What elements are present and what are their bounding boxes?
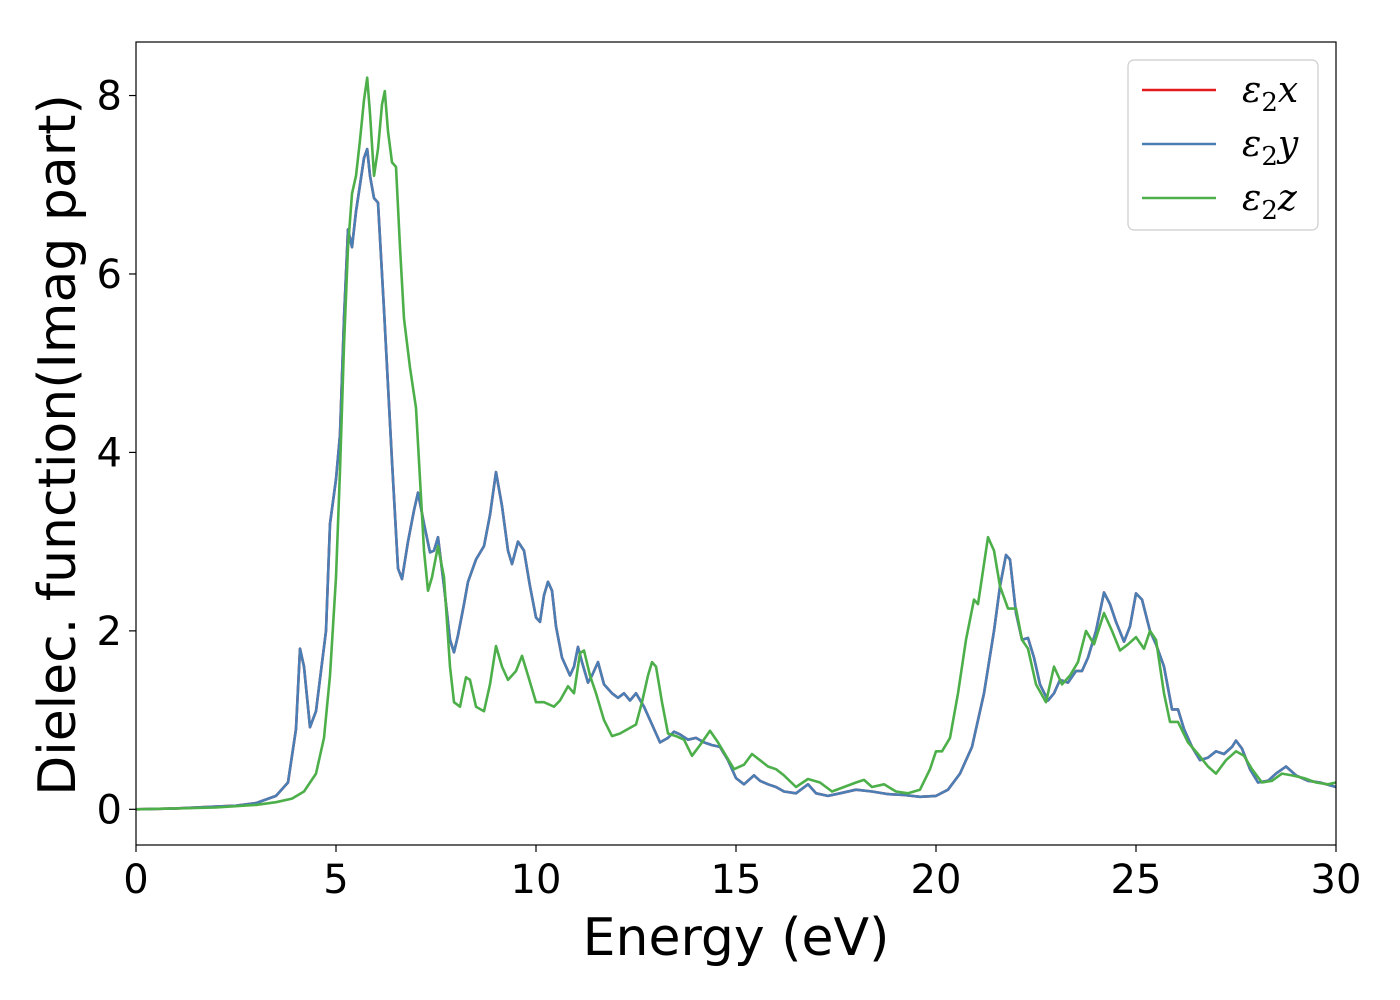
legend-label-y: ε2y xyxy=(1242,124,1299,172)
ticks-layer: 0 5 10 15 20 25 30 0 2 4 6 8 xyxy=(97,74,1362,903)
y-tick-label: 0 xyxy=(97,787,122,833)
legend-tail: x xyxy=(1278,70,1298,111)
legend-subscript: 2 xyxy=(1261,196,1278,226)
legend-label-x: ε2x xyxy=(1242,70,1298,118)
legend-subscript: 2 xyxy=(1261,88,1278,118)
y-tick-label: 8 xyxy=(97,74,122,120)
x-tick-label: 25 xyxy=(1111,857,1162,903)
legend-tail: z xyxy=(1277,178,1298,219)
y-tick-label: 4 xyxy=(97,430,122,476)
legend-base: ε xyxy=(1242,124,1261,165)
y-tick-label: 6 xyxy=(97,252,122,298)
x-tick-label: 20 xyxy=(911,857,962,903)
legend-tail: y xyxy=(1276,124,1299,165)
legend-base: ε xyxy=(1242,178,1261,219)
legend-box xyxy=(1127,59,1319,231)
series-line-z xyxy=(136,76,1336,811)
y-axis-title: Dielec. function(Imag part) xyxy=(28,94,88,796)
legend-subscript: 2 xyxy=(1261,142,1278,172)
series-line-y xyxy=(136,147,1336,811)
x-tick-label: 0 xyxy=(123,857,148,903)
legend-label-z: ε2z xyxy=(1242,178,1298,226)
x-tick-label: 10 xyxy=(511,857,562,903)
x-tick-label: 5 xyxy=(323,857,348,903)
y-tick-label: 2 xyxy=(97,609,122,655)
x-tick-label: 30 xyxy=(1311,857,1362,903)
legend-base: ε xyxy=(1242,70,1261,111)
series-layer xyxy=(136,76,1336,811)
x-axis-title: Energy (eV) xyxy=(583,908,890,968)
x-tick-label: 15 xyxy=(711,857,762,903)
